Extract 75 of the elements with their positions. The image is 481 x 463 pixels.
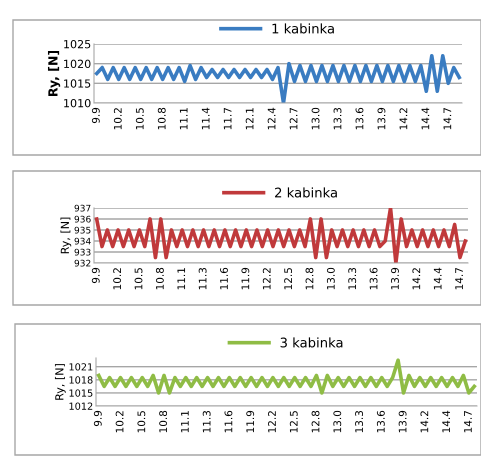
x-tick-label: 11.6 (220, 268, 228, 290)
x-tick-label: 12.5 (284, 268, 292, 290)
x-tick-label: 11.9 (246, 410, 254, 432)
y-tick-label: 1021 (70, 363, 92, 371)
x-tick-label: 14.7 (464, 411, 472, 432)
x-tick-label: 9.9 (92, 108, 100, 124)
x-tick-label: 12.7 (290, 108, 298, 130)
x-tick-label: 10.5 (134, 268, 142, 290)
x-tick-label: 14.4 (422, 108, 430, 130)
x-tick-label: 10.8 (156, 268, 164, 290)
x-tick-label: 13.9 (398, 410, 407, 432)
x-tick-label: 11.7 (224, 108, 232, 130)
x-tick-label: 13.6 (370, 268, 378, 290)
y-tick-label: 1025 (64, 40, 90, 48)
legend-label: 1 kabinka (272, 23, 334, 34)
legend-label: 3 kabinka (280, 337, 342, 348)
x-tick-label: 12.8 (306, 268, 314, 290)
y-tick-label: 935 (74, 226, 90, 234)
x-tick-label: 12.1 (246, 108, 254, 130)
x-tick-label: 11.6 (224, 410, 232, 432)
x-tick-label: 9.9 (94, 410, 102, 426)
x-tick-label: 13.0 (312, 108, 320, 130)
y-tick-label: 933 (74, 248, 90, 256)
x-tick-label: 13.0 (326, 268, 335, 290)
y-tick-label: 1018 (70, 376, 93, 384)
x-tick-label: 11.4 (202, 108, 210, 130)
y-tick-label: 932 (74, 260, 90, 267)
x-tick-label: 10.2 (114, 108, 122, 130)
x-tick-label: 13.0 (333, 410, 342, 432)
y-axis-title: Ry, [N] (54, 364, 66, 400)
x-tick-label: 11.3 (202, 411, 211, 432)
x-tick-label: 10.5 (137, 411, 146, 432)
x-tick-label: 14.7 (444, 108, 452, 130)
y-tick-label: 934 (74, 238, 91, 245)
x-tick-label: 11.1 (180, 108, 188, 130)
x-tick-label: 12.4 (268, 108, 276, 130)
x-tick-label: 12.2 (262, 268, 271, 290)
x-tick-label: 14.2 (420, 411, 428, 432)
x-tick-label: 14.2 (412, 268, 420, 290)
x-tick-label: 11.1 (177, 268, 186, 290)
x-tick-label: 10.2 (116, 411, 124, 432)
x-tick-label: 13.9 (378, 108, 386, 130)
line-series (96, 358, 476, 395)
y-tick-label: 1015 (64, 79, 90, 88)
x-tick-label: 13.9 (391, 268, 399, 290)
y-tick-label: 937 (74, 204, 90, 212)
y-tick-label: 1010 (64, 98, 90, 108)
x-tick-label: 13.6 (356, 108, 364, 130)
x-tick-label: 14.7 (455, 268, 463, 290)
x-tick-label: 11.1 (181, 411, 189, 432)
x-tick-label: 12.2 (268, 411, 276, 432)
x-tick-label: 14.4 (434, 268, 442, 290)
y-tick-label: 1012 (70, 402, 92, 410)
line-series (94, 208, 468, 263)
x-tick-label: 14.4 (442, 410, 450, 432)
x-tick-label: 12.5 (290, 411, 298, 432)
x-tick-label: 13.6 (376, 410, 385, 432)
y-tick-label: 936 (74, 216, 91, 223)
y-tick-label: 1020 (64, 60, 90, 68)
x-tick-label: 13.3 (355, 411, 363, 432)
x-tick-label: 10.8 (159, 410, 168, 432)
x-tick-label: 14.2 (399, 108, 408, 130)
x-tick-label: 10.8 (158, 108, 166, 130)
x-tick-label: 13.3 (348, 268, 356, 290)
x-tick-label: 10.5 (136, 108, 144, 130)
y-axis-title: Ry, [N] (60, 218, 72, 254)
x-tick-label: 11.3 (198, 268, 207, 290)
x-tick-label: 13.3 (334, 108, 342, 130)
y-axis-title: Ry, [N] (48, 50, 60, 96)
x-tick-label: 10.2 (113, 268, 122, 290)
y-tick-label: 1015 (70, 389, 92, 397)
x-tick-label: 12.8 (312, 410, 320, 432)
x-tick-label: 11.9 (241, 268, 250, 290)
x-tick-label: 9.9 (92, 268, 100, 284)
legend-label: 2 kabinka (275, 187, 337, 198)
